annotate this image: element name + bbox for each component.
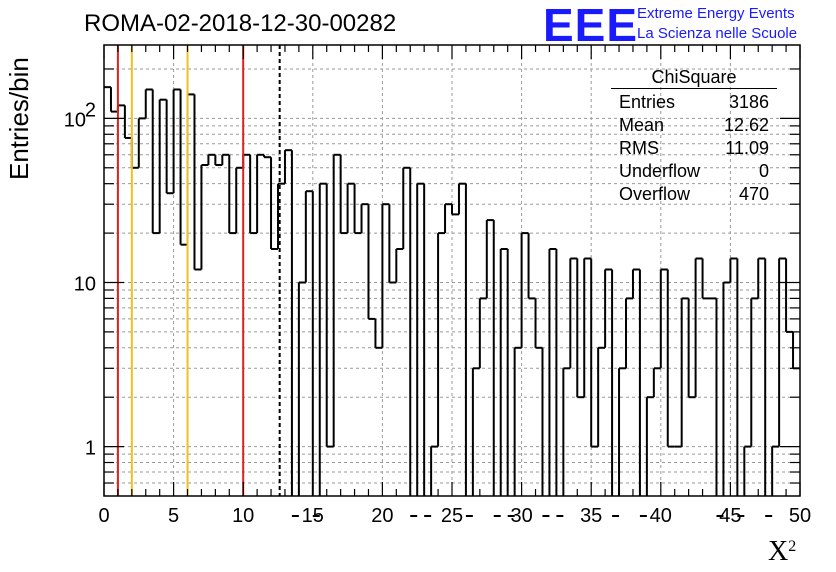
x-tick-label: 5 (168, 505, 179, 527)
x-tick-label: 20 (371, 505, 393, 527)
y-axis-label: Entries/bin (4, 57, 34, 180)
x-tick-label: 10 (232, 505, 254, 527)
stats-row: RMS 11.09 (611, 137, 777, 160)
x-axis-label: X2 (768, 536, 796, 568)
x-axis-label-superscript: 2 (788, 538, 797, 555)
y-tick-label: 10 (64, 109, 86, 131)
y-tick-label-exponent: 2 (85, 99, 96, 121)
stats-title: ChiSquare (611, 66, 777, 89)
x-tick-label: 35 (580, 505, 602, 527)
grid (104, 45, 800, 496)
x-tick-label: 40 (650, 505, 672, 527)
stats-label: RMS (619, 138, 659, 158)
stats-value: 11.09 (725, 138, 769, 158)
marker-lines (116, 45, 281, 496)
stats-label: Overflow (619, 184, 691, 204)
page-title: ROMA-02-2018-12-30-00282 (84, 10, 397, 37)
stats-row: Entries 3186 (611, 91, 777, 114)
x-tick-label: 15 (302, 505, 324, 527)
y-tick-label: 10 (74, 273, 96, 295)
x-tick-label: 25 (441, 505, 463, 527)
stats-row: Underflow 0 (611, 160, 777, 183)
y-tick-label: 1 (85, 438, 96, 460)
axis-ticks (103, 45, 801, 496)
logo-line-1: Extreme Energy Events (637, 5, 795, 22)
stats-value: 470 (738, 184, 769, 204)
stats-value: 12.62 (723, 115, 769, 135)
logo-line-2: La Scienza nelle Scuole (637, 25, 798, 42)
stats-value: 3186 (728, 92, 769, 112)
stats-value: 0 (758, 161, 769, 181)
x-tick-label: 30 (510, 505, 532, 527)
stats-label: Entries (619, 92, 676, 112)
stats-label: Mean (619, 115, 665, 135)
x-tick-label: 0 (98, 505, 109, 527)
x-axis-label-text: X (768, 536, 789, 567)
histogram-bars (104, 86, 800, 517)
x-tick-label: 45 (719, 505, 741, 527)
stats-row: Mean 12.62 (611, 114, 777, 137)
x-tick-label: 50 (789, 505, 811, 527)
eee-logo: EEE (543, 0, 639, 51)
stats-box: ChiSquare Entries 3186 Mean 12.62 RMS 11.09… (611, 66, 777, 206)
stats-row: Overflow 470 (611, 183, 777, 206)
stats-label: Underflow (619, 161, 701, 181)
